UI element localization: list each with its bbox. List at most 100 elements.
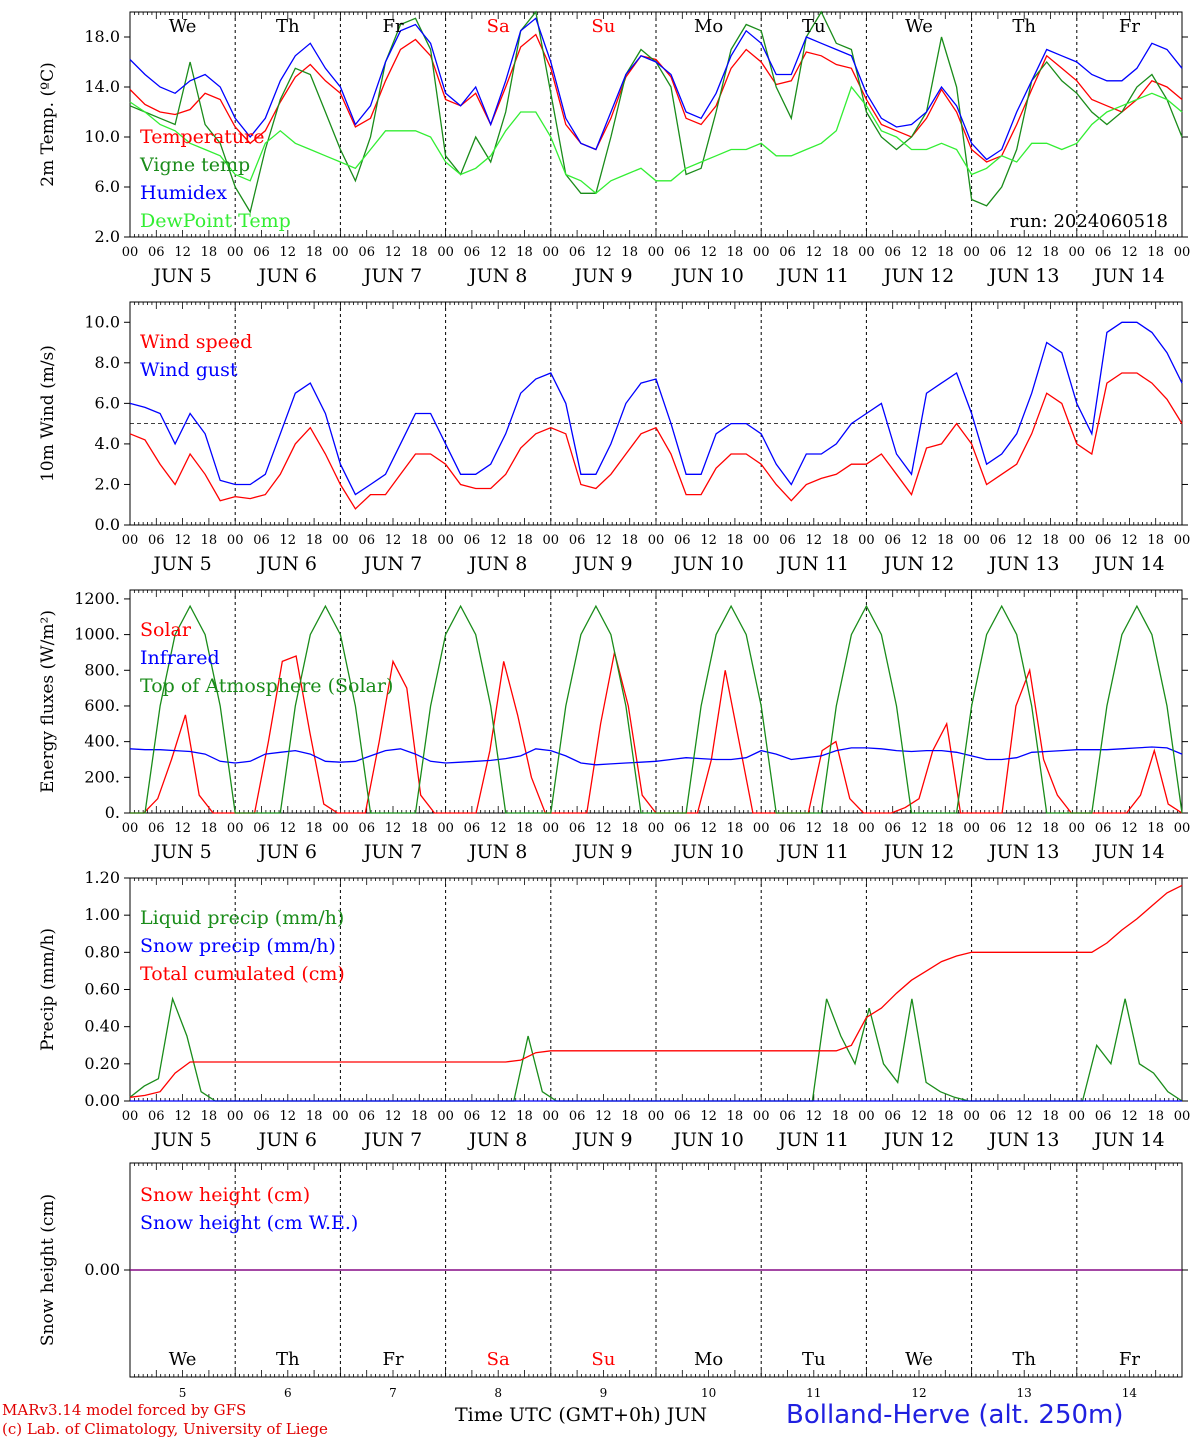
hour-tick-label: 06 [464, 821, 481, 836]
date-tick-label: JUN 6 [257, 1129, 317, 1151]
hour-tick-label: 00 [332, 821, 349, 836]
hour-tick-label: 18 [937, 821, 954, 836]
date-tick-label: JUN 11 [777, 265, 849, 287]
date-tick-label: JUN 14 [1092, 841, 1164, 863]
hour-tick-label: 00 [753, 1109, 770, 1124]
hour-tick-label: 18 [201, 245, 218, 260]
day-name-label: Su [591, 16, 615, 37]
hour-tick-label: 00 [858, 533, 875, 548]
date-tick-label: JUN 13 [987, 553, 1059, 575]
hour-tick-label: 06 [253, 533, 270, 548]
day-name-label: Fr [382, 16, 403, 37]
day-name-label: Fr [1119, 1349, 1140, 1370]
y-tick-label: 800. [84, 660, 120, 679]
hour-tick-label: 06 [674, 821, 691, 836]
hour-tick-label: 12 [1121, 245, 1138, 260]
date-tick-label: JUN 10 [671, 553, 743, 575]
legend-entry: Solar [140, 619, 192, 641]
y-tick-label: 8.0 [95, 353, 120, 372]
date-tick-label: JUN 9 [572, 265, 632, 287]
hour-tick-label: 18 [727, 245, 744, 260]
hour-tick-label: 18 [832, 821, 849, 836]
date-tick-label: JUN 6 [257, 265, 317, 287]
y-tick-label: 0.60 [84, 980, 120, 999]
hour-tick-label: 12 [911, 1109, 928, 1124]
y-axis-label: 2m Temp. (ºC) [38, 62, 58, 187]
hour-tick-label: 06 [990, 821, 1007, 836]
hour-tick-label: 18 [306, 245, 323, 260]
hour-tick-label: 12 [174, 245, 191, 260]
hour-tick-label: 18 [516, 533, 533, 548]
hour-tick-label: 06 [990, 533, 1007, 548]
hour-tick-label: 00 [963, 533, 980, 548]
date-tick-label: JUN 9 [572, 553, 632, 575]
hour-tick-label: 12 [385, 1109, 402, 1124]
hour-tick-label: 00 [753, 821, 770, 836]
hour-tick-label: 18 [1042, 245, 1059, 260]
y-tick-label: 0.00 [84, 1260, 120, 1279]
hour-tick-label: 06 [674, 1109, 691, 1124]
day-name-label: We [169, 1349, 197, 1370]
hour-tick-label: 18 [411, 1109, 428, 1124]
hour-tick-label: 00 [1174, 1109, 1191, 1124]
hour-tick-label: 00 [648, 821, 665, 836]
date-tick-label: JUN 11 [777, 1129, 849, 1151]
hour-tick-label: 12 [595, 245, 612, 260]
hour-tick-label: 18 [201, 1109, 218, 1124]
hour-tick-label: 06 [1095, 821, 1112, 836]
hour-tick-label: 18 [832, 245, 849, 260]
hour-tick-label: 06 [464, 1109, 481, 1124]
legend-entry: Liquid precip (mm/h) [140, 907, 344, 929]
hour-tick-label: 18 [621, 821, 638, 836]
hour-tick-label: 18 [727, 821, 744, 836]
day-name-label: Th [1012, 1349, 1036, 1370]
legend-entry: Total cumulated (cm) [140, 963, 345, 985]
hour-tick-label: 12 [1016, 821, 1033, 836]
hour-tick-label: 06 [569, 533, 586, 548]
y-axis-label: Precip (mm/h) [38, 928, 58, 1051]
hour-tick-label: 00 [437, 821, 454, 836]
y-tick-label: 14.0 [84, 77, 120, 96]
hour-tick-label: 12 [385, 245, 402, 260]
hour-tick-label: 06 [884, 245, 901, 260]
legend-entry: Snow height (cm W.E.) [140, 1212, 358, 1234]
series-line [129, 33, 1183, 163]
legend-entry: Snow height (cm) [140, 1184, 310, 1206]
hour-tick-label: 12 [280, 245, 297, 260]
hour-tick-label: 06 [253, 821, 270, 836]
legend-entry: DewPoint Temp [140, 210, 291, 232]
hour-tick-label: 12 [806, 533, 823, 548]
hour-tick-label: 18 [621, 1109, 638, 1124]
hour-tick-label: 00 [543, 245, 560, 260]
date-tick-label: JUN 13 [987, 841, 1059, 863]
date-tick-label: JUN 9 [572, 1129, 632, 1151]
date-tick-label: JUN 7 [362, 841, 422, 863]
hour-tick-label: 12 [490, 245, 507, 260]
hour-tick-label: 18 [727, 533, 744, 548]
hour-tick-label: 06 [464, 245, 481, 260]
day-name-label: We [905, 1349, 933, 1370]
hour-tick-label: 18 [1042, 533, 1059, 548]
date-tick-label: JUN 11 [777, 553, 849, 575]
hour-tick-label: 00 [1069, 533, 1086, 548]
hour-tick-label: 12 [490, 533, 507, 548]
hour-tick-label: 12 [700, 1109, 717, 1124]
panel-precip: 0.00 0.20 0.40 0.60 0.80 1.00 1.20 Precip (mm/h… [38, 868, 1190, 1151]
hour-tick-label: 18 [937, 245, 954, 260]
hour-tick-label: 12 [595, 533, 612, 548]
series-line [129, 996, 1183, 1102]
hour-tick-label: 00 [332, 533, 349, 548]
legend-entry: Top of Atmosphere (Solar) [140, 675, 393, 697]
hour-tick-label: 12 [280, 1109, 297, 1124]
hour-tick-label: 18 [306, 1109, 323, 1124]
series-line [129, 321, 1183, 496]
hour-tick-label: 18 [516, 1109, 533, 1124]
y-tick-label: 1.00 [84, 905, 120, 924]
panel-snow: 0.00 Snow height (cm) Snow height (cm) Snow… [38, 1162, 1188, 1400]
y-tick-label: 200. [84, 767, 120, 786]
hour-tick-label: 06 [148, 245, 165, 260]
y-tick-label: 2.0 [95, 227, 120, 246]
hour-tick-label: 06 [148, 1109, 165, 1124]
date-tick-label: JUN 6 [257, 841, 317, 863]
hour-tick-label: 00 [543, 1109, 560, 1124]
